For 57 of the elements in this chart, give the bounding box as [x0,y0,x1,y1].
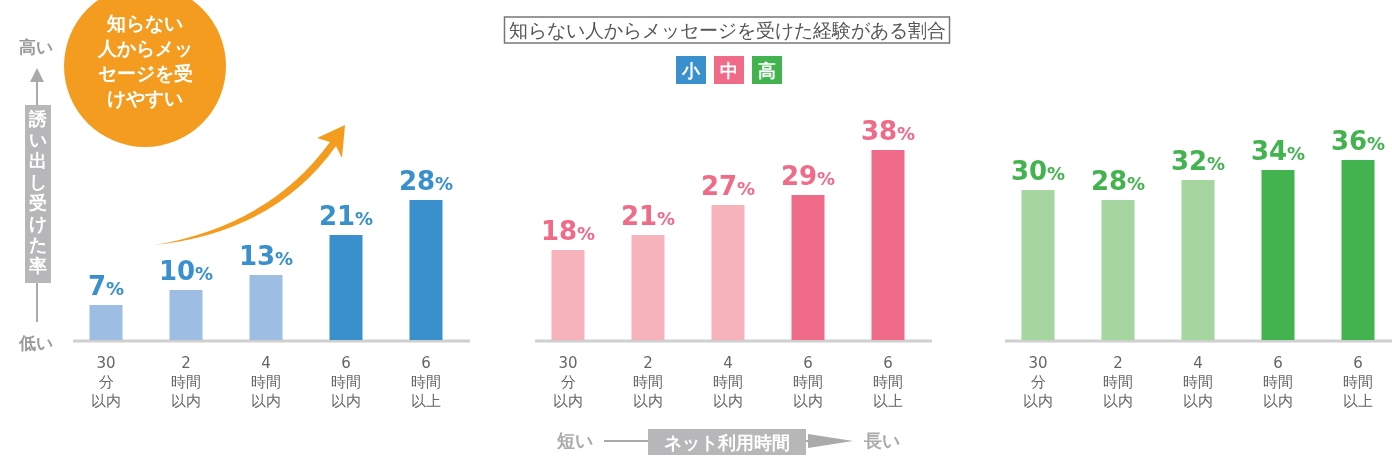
data-label: 28% [1090,166,1146,196]
text: 中 [720,60,738,81]
data-label: 28% [398,166,454,196]
x-tick-label: 2時間以内 [171,354,201,410]
data-label: 21% [620,201,676,231]
bar [1181,180,1215,340]
data-label: 10% [158,256,214,286]
x-tick-label: 2時間以内 [1103,354,1133,410]
bar [871,150,905,340]
x-tick-label: 6時間以上 [873,354,903,410]
data-label: 36% [1330,126,1386,156]
y-axis-title: 誘い出し受けた率 [28,108,48,276]
data-label: 32% [1170,146,1226,176]
data-label: 13% [238,241,294,271]
x-tick-label: 6時間以内 [793,354,823,410]
bar [1341,160,1375,340]
bar [329,235,363,340]
title: 知らない人からメッセージを受けた経験がある割合 [503,16,951,44]
bar [89,305,123,340]
data-label: 29% [780,161,836,191]
x-tick-label: 4時間以内 [251,354,281,410]
data-label: 21% [318,201,374,231]
x-tick-label: 6時間以内 [331,354,361,410]
x-tick-label: 6時間以上 [411,354,441,410]
text: 長い [863,430,900,451]
x-axis-title: ネット利用時間 [664,432,790,453]
text: 短い [556,430,593,451]
x-tick-label: 6時間以上 [1343,354,1373,410]
x-tick-label: 4時間以内 [1183,354,1213,410]
bar [1101,200,1135,340]
bar [1261,170,1295,340]
x-tick-label: 2時間以内 [633,354,663,410]
chart-title: 知らない人からメッセージを受けた経験がある割合 [508,19,946,41]
data-label: 27% [700,171,756,201]
bar [711,205,745,340]
bar [409,200,443,340]
x-tick-label: 6時間以内 [1263,354,1293,410]
x-tick-label: 30分以内 [91,354,121,410]
data-label: 30% [1010,156,1066,186]
x-tick-label: 30分以内 [1023,354,1053,410]
bar [791,195,825,340]
bar [1021,190,1055,340]
data-label: 38% [860,116,916,146]
bar [551,250,585,340]
x-tick-label: 30分以内 [553,354,583,410]
data-label: 34% [1250,136,1306,166]
x-tick-label: 4時間以内 [713,354,743,410]
data-label: 7% [87,271,125,301]
text: 低い [18,333,53,353]
text: 高い [19,37,53,57]
data-label: 18% [540,216,596,246]
text: 小 [681,60,701,81]
bar [169,290,203,340]
text: 知らない人からメッセージを受けやすい [96,12,193,109]
bar [631,235,665,340]
bar [249,275,283,340]
text: 高 [758,60,776,81]
